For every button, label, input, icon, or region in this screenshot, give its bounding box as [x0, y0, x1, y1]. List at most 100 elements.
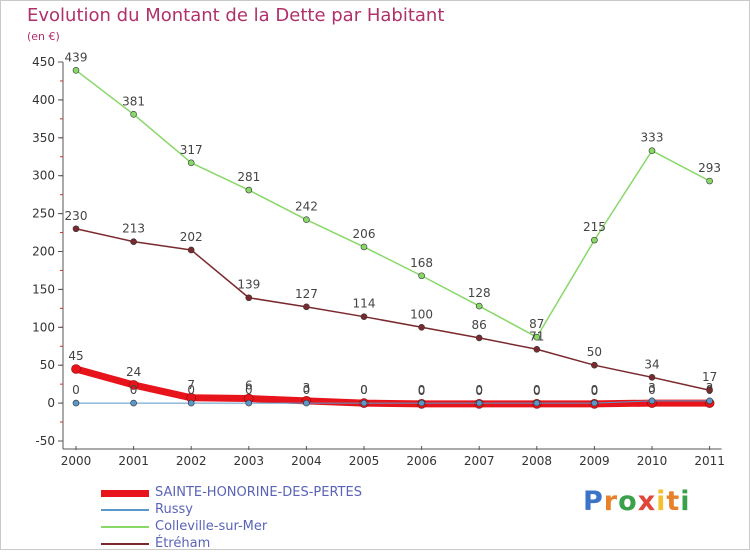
y-tick-label: 400: [32, 93, 55, 107]
legend-swatch: [101, 526, 149, 528]
data-label: 333: [641, 131, 664, 145]
logo-letter: i: [680, 486, 691, 517]
data-point: [245, 294, 253, 302]
data-point: [533, 399, 541, 407]
data-label: 293: [698, 161, 721, 175]
x-tick-label: 2002: [176, 454, 207, 468]
data-label: 213: [122, 222, 145, 236]
data-point: [303, 216, 310, 223]
data-label: 17: [702, 370, 717, 384]
legend-swatch: [101, 543, 149, 545]
x-tick-label: 2007: [464, 454, 495, 468]
data-label: 0: [591, 383, 599, 397]
legend-item: Étréham: [101, 536, 421, 553]
chart-unit-label: (en €): [27, 30, 60, 43]
data-point: [706, 386, 713, 394]
x-tick-label: 2009: [579, 454, 610, 468]
data-point: [648, 374, 656, 381]
data-label: 381: [122, 94, 145, 108]
data-label: 0: [303, 383, 311, 397]
data-label: 439: [65, 50, 88, 64]
y-tick-label: -50: [35, 434, 55, 448]
data-point: [245, 186, 253, 194]
legend-label: Russy: [155, 502, 193, 517]
series-line: [75, 365, 710, 408]
data-label: 127: [295, 287, 318, 301]
data-label: 0: [72, 383, 80, 397]
data-point: [130, 238, 137, 245]
data-point: [72, 67, 80, 74]
chart-title: Evolution du Montant de la Dette par Hab…: [27, 5, 445, 26]
y-tick-label: 250: [32, 207, 55, 221]
data-point: [130, 111, 137, 118]
data-label: 3: [648, 381, 656, 395]
data-point: [303, 399, 310, 407]
data-label: 0: [418, 384, 426, 398]
data-label: 206: [353, 227, 376, 241]
data-point: [245, 399, 253, 407]
x-tick-label: 2005: [349, 454, 380, 468]
data-point: [591, 361, 598, 369]
data-label: 0: [187, 383, 195, 397]
data-point: [706, 177, 713, 185]
series-line: [76, 400, 710, 404]
data-label: 3: [303, 381, 311, 395]
data-point: [533, 345, 541, 353]
data-point: [648, 147, 656, 154]
data-label: 0: [591, 384, 599, 398]
data-label: 34: [644, 357, 659, 371]
y-tick-label: 50: [40, 358, 55, 372]
data-point: [130, 399, 137, 407]
data-point: [360, 399, 368, 407]
logo-letter: x: [637, 486, 657, 517]
legend-item: SAINTE-HONORINE-DES-PERTES: [101, 485, 421, 502]
x-tick-label: 2010: [637, 454, 668, 468]
legend-swatch: [101, 489, 149, 497]
data-point: [706, 397, 713, 405]
data-label: 71: [529, 329, 544, 343]
legend-label: SAINTE-HONORINE-DES-PERTES: [155, 485, 362, 500]
legend-item: Colleville-sur-Mer: [101, 519, 421, 536]
data-label: 86: [472, 318, 487, 332]
data-point: [475, 334, 483, 342]
data-label: 168: [410, 256, 433, 270]
x-tick-label: 2006: [406, 454, 437, 468]
y-tick-label: 300: [32, 169, 55, 183]
data-point: [591, 236, 598, 244]
series-line: [75, 69, 710, 338]
data-label: 0: [360, 383, 368, 397]
y-tick-label: 100: [32, 320, 55, 334]
logo-letter: i: [656, 486, 667, 517]
data-point: [360, 243, 368, 251]
x-tick-label: 2001: [118, 454, 149, 468]
data-point: [533, 333, 541, 341]
logo-letter: t: [666, 486, 681, 517]
data-label: 100: [410, 307, 433, 321]
y-tick-label: 150: [32, 282, 55, 296]
y-tick-label: 200: [32, 245, 55, 259]
data-point: [648, 397, 656, 405]
data-point: [71, 364, 81, 374]
x-tick-label: 2011: [694, 454, 725, 468]
legend-label: Colleville-sur-Mer: [155, 519, 268, 534]
logo-letter: r: [603, 486, 619, 517]
data-label: 139: [237, 278, 260, 292]
data-label: 6: [245, 379, 253, 393]
data-label: 230: [65, 209, 88, 223]
x-tick-label: 2000: [61, 454, 92, 468]
data-label: 202: [180, 230, 203, 244]
data-label: 0: [245, 383, 253, 397]
data-point: [475, 302, 483, 310]
data-label: 0: [418, 383, 426, 397]
data-label: 7: [187, 378, 195, 392]
y-tick-label: 350: [32, 131, 55, 145]
legend: SAINTE-HONORINE-DES-PERTES Russy Collevill…: [101, 485, 421, 553]
data-label: 317: [180, 143, 203, 157]
data-label: 87: [529, 317, 544, 331]
legend-swatch: [101, 509, 149, 511]
data-point: [72, 399, 80, 407]
data-label: 50: [587, 345, 602, 359]
data-point: [187, 159, 195, 167]
series-line: [75, 228, 710, 391]
